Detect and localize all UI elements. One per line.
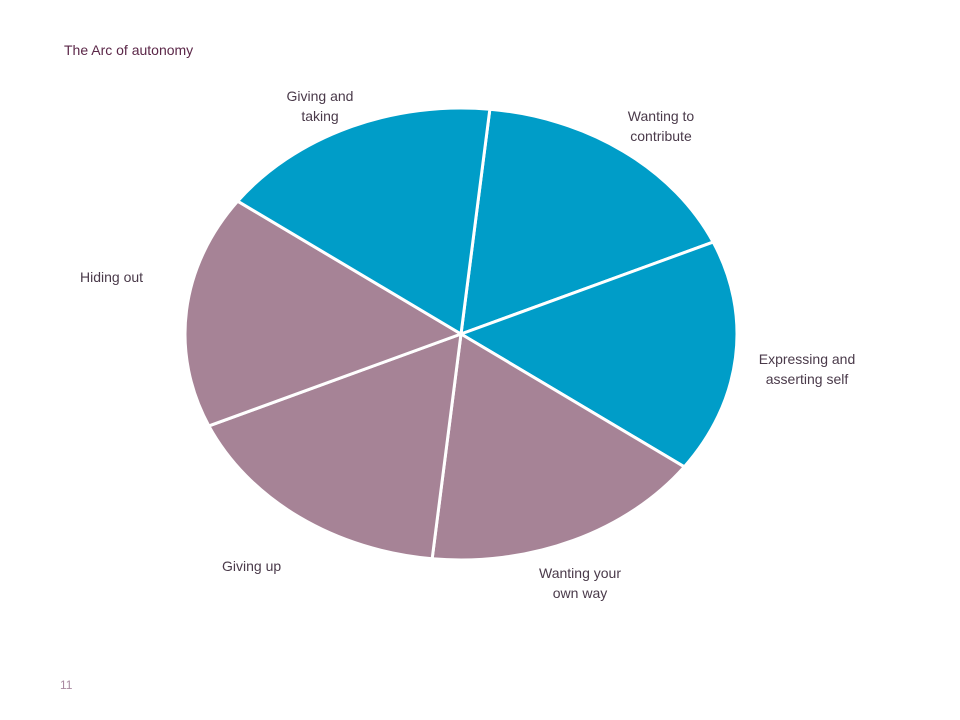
slice-expressing-and-asserting-self <box>459 240 739 469</box>
slice-label-expressing-and-asserting-self: Expressing and asserting self <box>758 351 856 387</box>
slice-hiding-out <box>183 199 463 428</box>
slice-label-wanting-your-own-way: Wanting your own way <box>539 565 621 601</box>
slice-label-wanting-to-contribute: Wanting to contribute <box>627 108 695 144</box>
slice-label-hiding-out: Hiding out <box>80 269 144 285</box>
slice-label-giving-up: Giving up <box>222 558 282 574</box>
slice-label-giving-and-taking: Giving and taking <box>286 88 354 124</box>
chart-title: The Arc of autonomy <box>64 42 194 58</box>
slice-giving-up <box>207 332 463 561</box>
slice-giving-and-taking <box>236 106 492 336</box>
slice-wanting-your-own-way <box>430 332 686 562</box>
page-number: 11 <box>60 678 73 692</box>
slice-wanting-to-contribute <box>459 107 715 336</box>
